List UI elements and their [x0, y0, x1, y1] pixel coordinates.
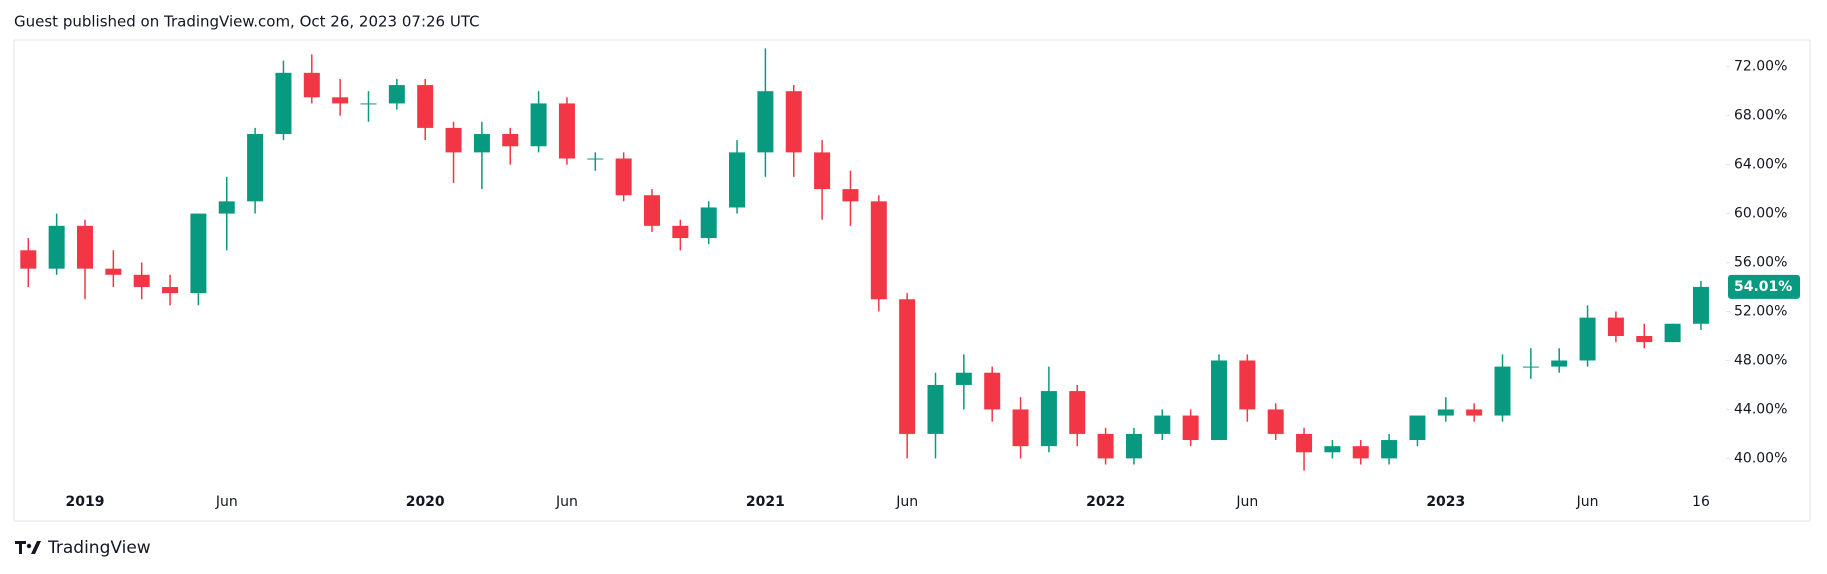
x-tick-label: Jun — [215, 494, 238, 510]
candle-body — [530, 103, 547, 147]
candle-body — [1040, 391, 1057, 447]
candle-body — [1494, 366, 1511, 416]
candle-body — [1381, 440, 1398, 459]
candle-body — [644, 195, 660, 226]
x-tick-label: 2020 — [406, 494, 445, 510]
candle-body — [1324, 446, 1341, 453]
candle-body — [927, 384, 944, 434]
candle-body — [1069, 391, 1086, 434]
x-tick-label: 2023 — [1426, 494, 1465, 510]
candle-body — [275, 72, 292, 135]
candle-body — [1409, 415, 1426, 441]
y-tick-label: 72.00% — [1734, 59, 1787, 75]
candle-body — [133, 274, 150, 288]
candle-body — [729, 152, 746, 208]
candle-body — [360, 103, 377, 105]
x-tick-label: Jun — [1576, 494, 1599, 510]
candle-body — [247, 134, 264, 202]
y-tick-label: 64.00% — [1734, 157, 1787, 173]
last-price-box — [1728, 274, 1800, 299]
candle-body — [105, 268, 122, 275]
candle-body — [984, 372, 1001, 410]
candle-body — [558, 103, 575, 159]
candle-body — [1551, 360, 1568, 367]
candle-body — [1125, 433, 1142, 459]
candle-body — [190, 213, 207, 294]
y-tick-label: 44.00% — [1734, 401, 1787, 417]
candle-body — [1636, 335, 1653, 343]
candle-body — [842, 189, 859, 202]
candle-body — [1437, 409, 1454, 416]
candle-body — [757, 91, 774, 153]
candle-body — [20, 250, 37, 269]
chart-frame — [13, 39, 1811, 522]
candle-body — [1296, 433, 1313, 453]
x-tick-label: 2019 — [66, 494, 105, 510]
candle-body — [870, 201, 887, 300]
x-tick-label: 2021 — [746, 494, 785, 510]
candle-body — [1352, 446, 1369, 459]
logo — [15, 541, 41, 554]
candle-body — [473, 134, 490, 153]
candle-body — [48, 225, 65, 269]
header-text: Guest published on TradingView.com, Oct … — [14, 13, 480, 31]
candle-body — [388, 85, 405, 104]
candle-body — [955, 372, 972, 385]
candle-body — [162, 287, 179, 294]
candle-body — [502, 134, 519, 147]
candle-body — [615, 158, 632, 196]
candle-body — [1692, 286, 1709, 324]
y-tick-label: 60.00% — [1734, 206, 1787, 222]
candle-body — [1466, 409, 1483, 416]
brand: TradingView — [47, 538, 151, 558]
candle-body — [1664, 323, 1681, 343]
y-tick-label: 40.00% — [1734, 450, 1787, 466]
x-tick-label: 16 — [1692, 494, 1710, 510]
x-tick-label: Jun — [1235, 494, 1258, 510]
x-tick-label: Jun — [555, 494, 578, 510]
candle-body — [332, 97, 349, 104]
candle-body — [1097, 433, 1114, 459]
candle-body — [1154, 415, 1171, 434]
candle-body — [1239, 360, 1256, 410]
candle-body — [417, 85, 434, 128]
candle-body — [1012, 409, 1029, 447]
candle-body — [1579, 317, 1596, 361]
candle-body — [899, 299, 916, 434]
candle-body — [1182, 415, 1199, 441]
y-tick-label: 52.00% — [1734, 304, 1787, 320]
candle-body — [1522, 366, 1539, 368]
x-tick-label: Jun — [895, 494, 918, 510]
candle-body — [672, 225, 689, 239]
candle-body — [303, 72, 320, 98]
candle-body — [445, 127, 462, 153]
candle-body — [814, 152, 831, 190]
x-tick-label: 2022 — [1086, 494, 1125, 510]
candle-body — [587, 158, 604, 160]
candle-body — [1267, 409, 1284, 434]
candle-body — [785, 91, 802, 153]
y-tick-label: 48.00% — [1734, 352, 1787, 368]
y-tick-label: 56.00% — [1734, 255, 1787, 271]
last-price-label: 54.01% — [1734, 279, 1792, 295]
candle-body — [1211, 360, 1227, 441]
candle-body — [218, 201, 235, 214]
candle-body — [700, 207, 717, 239]
y-tick-label: 68.00% — [1734, 108, 1787, 124]
candle-body — [77, 225, 93, 269]
candle-body — [1607, 317, 1624, 336]
